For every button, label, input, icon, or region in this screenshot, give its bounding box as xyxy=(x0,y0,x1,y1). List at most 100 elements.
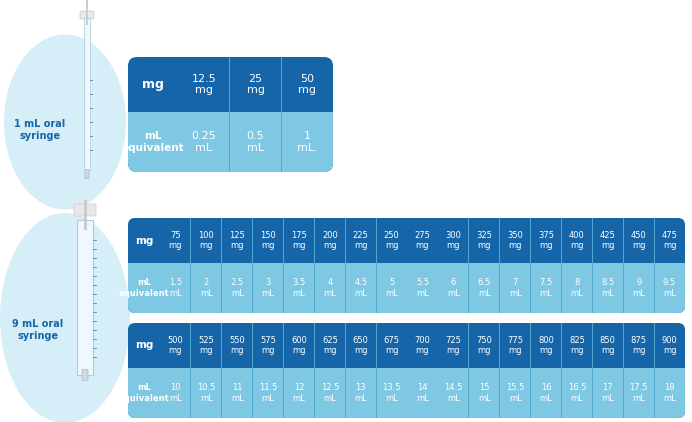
Text: 750
mg: 750 mg xyxy=(476,336,492,355)
FancyBboxPatch shape xyxy=(128,218,685,313)
Bar xyxy=(221,218,222,313)
Text: 3.5
mL: 3.5 mL xyxy=(292,279,306,298)
Text: 15
mL: 15 mL xyxy=(478,384,491,403)
Text: mg: mg xyxy=(135,235,153,246)
Text: mg: mg xyxy=(142,78,164,91)
Text: 8
mL: 8 mL xyxy=(570,279,583,298)
Text: 875
mg: 875 mg xyxy=(630,336,647,355)
Text: 225
mg: 225 mg xyxy=(353,231,369,250)
Text: 1.5
mL: 1.5 mL xyxy=(169,279,182,298)
Text: 14.5
mL: 14.5 mL xyxy=(444,384,462,403)
Text: 0.25
mL: 0.25 mL xyxy=(192,131,216,153)
Text: 9.5
mL: 9.5 mL xyxy=(663,279,676,298)
Text: 450
mg: 450 mg xyxy=(631,231,646,250)
Text: 500
mg: 500 mg xyxy=(167,336,183,355)
Bar xyxy=(160,323,161,418)
Text: 8.5
mL: 8.5 mL xyxy=(601,279,614,298)
Text: 600
mg: 600 mg xyxy=(291,336,307,355)
Bar xyxy=(128,112,333,121)
Text: 825
mg: 825 mg xyxy=(569,336,585,355)
Bar xyxy=(437,218,438,313)
Bar xyxy=(345,323,346,418)
Bar xyxy=(283,218,284,313)
Bar xyxy=(314,218,315,313)
Text: 75
mg: 75 mg xyxy=(169,231,182,250)
FancyBboxPatch shape xyxy=(128,263,685,313)
Bar xyxy=(654,323,655,418)
Text: 725
mg: 725 mg xyxy=(446,336,462,355)
Text: 775
mg: 775 mg xyxy=(507,336,523,355)
Text: 15.5
mL: 15.5 mL xyxy=(506,384,525,403)
Text: 525
mg: 525 mg xyxy=(199,336,215,355)
Text: mL
equivalent: mL equivalent xyxy=(122,131,184,153)
Bar xyxy=(407,218,408,313)
FancyBboxPatch shape xyxy=(85,170,89,179)
Text: 10
mL: 10 mL xyxy=(169,384,182,403)
Text: 300
mg: 300 mg xyxy=(446,231,462,250)
Text: 25
mg: 25 mg xyxy=(246,74,264,95)
Bar xyxy=(84,200,86,230)
FancyBboxPatch shape xyxy=(74,204,96,216)
Text: 0.5
mL: 0.5 mL xyxy=(246,131,264,153)
Text: 125
mg: 125 mg xyxy=(229,231,245,250)
Text: 850
mg: 850 mg xyxy=(600,336,616,355)
Bar xyxy=(281,57,282,172)
Text: 550
mg: 550 mg xyxy=(229,336,245,355)
Text: 18
mL: 18 mL xyxy=(663,384,676,403)
Text: 12.5
mg: 12.5 mg xyxy=(192,74,216,95)
Text: 2.5
mL: 2.5 mL xyxy=(230,279,244,298)
Text: 14
mL: 14 mL xyxy=(416,384,429,403)
Bar xyxy=(178,57,179,172)
Text: 5.5
mL: 5.5 mL xyxy=(416,279,429,298)
Text: 12
mL: 12 mL xyxy=(293,384,305,403)
Bar xyxy=(229,57,230,172)
Text: 400
mg: 400 mg xyxy=(569,231,585,250)
FancyBboxPatch shape xyxy=(128,112,333,172)
Text: 4.5
mL: 4.5 mL xyxy=(354,279,367,298)
Text: 7
mL: 7 mL xyxy=(509,279,522,298)
Bar xyxy=(407,323,408,418)
Text: 50
mg: 50 mg xyxy=(298,74,316,95)
Text: 325
mg: 325 mg xyxy=(476,231,492,250)
Bar xyxy=(77,220,93,375)
Bar xyxy=(345,218,346,313)
Text: 6.5
mL: 6.5 mL xyxy=(477,279,491,298)
Bar xyxy=(530,323,531,418)
Text: 425
mg: 425 mg xyxy=(600,231,616,250)
Text: mg: mg xyxy=(135,341,153,351)
Text: 2
mL: 2 mL xyxy=(200,279,212,298)
Bar xyxy=(128,263,685,270)
Text: 5
mL: 5 mL xyxy=(385,279,398,298)
Bar xyxy=(654,218,655,313)
Bar xyxy=(592,323,593,418)
Text: 650
mg: 650 mg xyxy=(353,336,369,355)
Text: 375
mg: 375 mg xyxy=(538,231,554,250)
Bar xyxy=(592,218,593,313)
Bar xyxy=(561,218,562,313)
Text: 4
mL: 4 mL xyxy=(323,279,336,298)
Text: 17.5
mL: 17.5 mL xyxy=(630,384,648,403)
Text: 200
mg: 200 mg xyxy=(322,231,338,250)
Text: mL
equivalent: mL equivalent xyxy=(118,279,170,298)
Text: 900
mg: 900 mg xyxy=(662,336,677,355)
Ellipse shape xyxy=(0,213,130,422)
Text: 675
mg: 675 mg xyxy=(383,336,399,355)
FancyBboxPatch shape xyxy=(128,368,685,418)
Text: 800
mg: 800 mg xyxy=(538,336,554,355)
Text: 700
mg: 700 mg xyxy=(415,336,430,355)
Text: 17
mL: 17 mL xyxy=(601,384,614,403)
FancyBboxPatch shape xyxy=(128,323,685,418)
Text: 7.5
mL: 7.5 mL xyxy=(539,279,553,298)
Bar xyxy=(221,323,222,418)
Bar xyxy=(561,323,562,418)
Text: 575
mg: 575 mg xyxy=(260,336,276,355)
Text: 16
mL: 16 mL xyxy=(540,384,552,403)
Text: 11.5
mL: 11.5 mL xyxy=(259,384,277,403)
Bar xyxy=(128,368,685,375)
Ellipse shape xyxy=(4,35,126,209)
Bar xyxy=(468,218,469,313)
Text: 100
mg: 100 mg xyxy=(199,231,215,250)
Text: mL
equivalent: mL equivalent xyxy=(118,384,170,403)
Bar xyxy=(84,18,90,170)
Text: 12.5
mL: 12.5 mL xyxy=(320,384,339,403)
